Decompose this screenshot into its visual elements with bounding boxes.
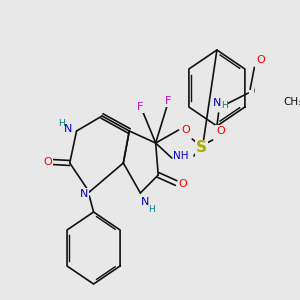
Text: NH: NH xyxy=(173,151,189,161)
Text: H: H xyxy=(148,206,155,214)
Text: N: N xyxy=(80,189,88,199)
Text: F: F xyxy=(164,96,171,106)
Text: O: O xyxy=(216,126,225,136)
Text: O: O xyxy=(181,125,190,135)
Text: H: H xyxy=(221,101,228,110)
Text: CH₃: CH₃ xyxy=(283,97,300,107)
Text: F: F xyxy=(137,102,143,112)
Text: F: F xyxy=(182,124,189,134)
Text: O: O xyxy=(256,55,265,65)
Text: H: H xyxy=(58,118,64,127)
Text: N: N xyxy=(140,197,149,207)
Text: O: O xyxy=(43,157,52,167)
Text: O: O xyxy=(178,179,187,189)
Text: N: N xyxy=(213,98,221,108)
Text: S: S xyxy=(196,140,207,155)
Text: N: N xyxy=(64,124,72,134)
